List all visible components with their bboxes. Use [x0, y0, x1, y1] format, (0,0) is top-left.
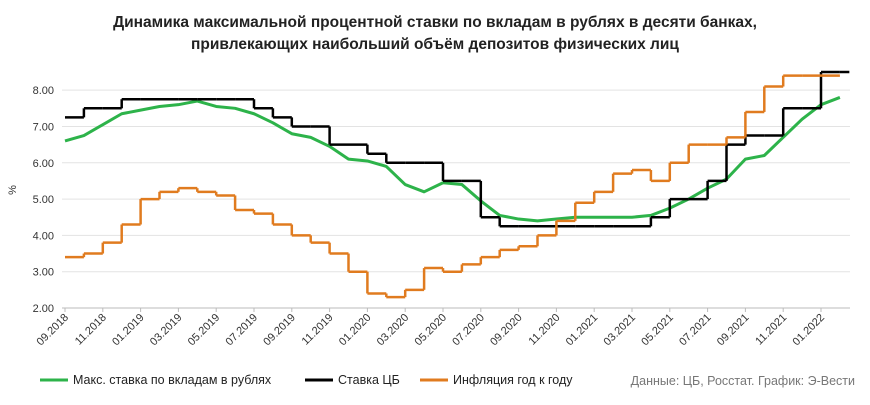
x-tick-label: 07.2019 [224, 312, 261, 349]
x-tick-label: 09.2020 [488, 312, 525, 349]
x-tick-label: 05.2021 [639, 312, 676, 349]
x-tick-label: 05.2020 [413, 312, 450, 349]
x-tick-label: 09.2018 [35, 312, 72, 349]
y-tick-label: 8.00 [33, 85, 54, 97]
x-tick-label: 11.2019 [300, 312, 336, 348]
x-tick-label: 07.2021 [677, 312, 714, 349]
y-tick-label: 2.00 [33, 303, 54, 315]
legend-label: Инфляция год к году [453, 373, 573, 387]
legend-label: Ставка ЦБ [338, 373, 400, 387]
y-tick-label: 3.00 [33, 267, 54, 279]
series-line [64, 96, 841, 223]
y-tick-label: 7.00 [33, 121, 54, 133]
x-tick-label: 05.2019 [186, 312, 223, 349]
x-tick-label: 11.2020 [526, 312, 562, 348]
x-tick-label: 09.2021 [715, 312, 752, 349]
x-tick-label: 11.2018 [73, 312, 109, 348]
y-tick-label: 6.00 [33, 158, 54, 170]
chart-title: привлекающих наибольший объём депозитов … [191, 36, 679, 53]
legend-label: Макс. ставка по вкладам в рублях [73, 373, 272, 387]
x-tick-label: 09.2019 [261, 312, 298, 349]
chart-title: Динамика максимальной процентной ставки … [113, 14, 757, 31]
source-note: Данные: ЦБ, Росстат. График: Э-Вести [631, 374, 855, 388]
x-tick-label: 01.2021 [564, 312, 601, 349]
x-tick-label: 03.2020 [375, 312, 412, 349]
x-tick-label: 07.2020 [450, 312, 487, 349]
x-tick-label: 11.2021 [753, 312, 789, 348]
y-tick-label: 4.00 [33, 230, 54, 242]
y-tick-label: 5.00 [33, 194, 54, 206]
x-tick-label: 01.2020 [337, 312, 374, 349]
y-axis-label: % [7, 185, 19, 195]
x-tick-label: 01.2022 [791, 312, 828, 349]
x-tick-label: 03.2019 [148, 312, 185, 349]
x-tick-label: 01.2019 [110, 312, 147, 349]
x-tick-label: 03.2021 [602, 312, 639, 349]
